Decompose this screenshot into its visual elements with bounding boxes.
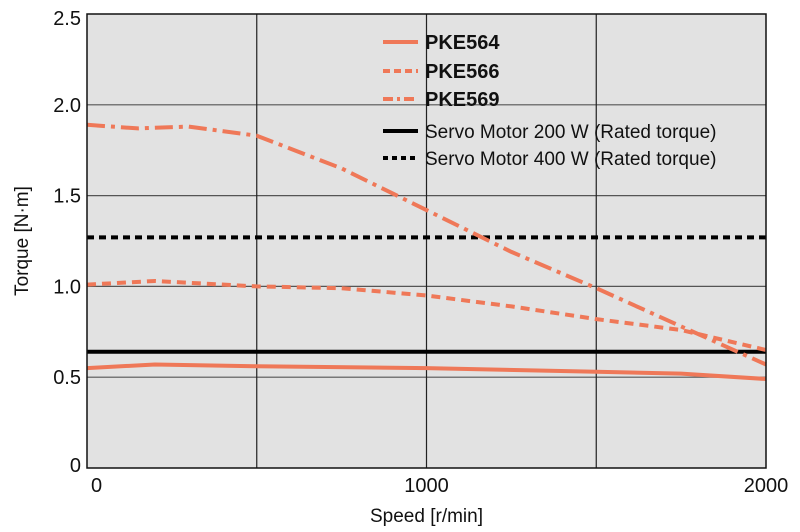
- y-tick-label: 1.0: [53, 276, 81, 298]
- y-tick-label: 2.5: [53, 8, 81, 30]
- legend-label: PKE564: [425, 32, 500, 54]
- y-tick-label: 2.0: [53, 95, 81, 117]
- x-tick-label: 2000: [744, 475, 789, 497]
- y-axis-label: Torque [N·m]: [12, 186, 33, 296]
- x-axis-label: Speed [r/min]: [370, 506, 483, 527]
- y-tick-label: 0.5: [53, 367, 81, 389]
- y-tick-labels: 0 0.5 1.0 1.5 2.0 2.5: [53, 8, 81, 477]
- y-tick-label: 1.5: [53, 186, 81, 208]
- legend-label: PKE566: [425, 61, 500, 83]
- legend-label: Servo Motor 200 W (Rated torque): [425, 122, 716, 143]
- series-lines: [86, 122, 767, 381]
- gridlines: [87, 14, 766, 468]
- series-line-pke569: [86, 122, 767, 367]
- legend-label: PKE569: [425, 89, 500, 111]
- series-line-pke564: [86, 362, 767, 381]
- legend: PKE564 PKE566 PKE569 Servo Motor 200 W (Rat…: [383, 32, 716, 170]
- legend-label: Servo Motor 400 W (Rated torque): [425, 149, 716, 170]
- y-tick-label: 0: [70, 455, 81, 477]
- plot-frame: [86, 13, 767, 469]
- x-tick-labels: 0 1000 2000: [91, 475, 788, 497]
- x-tick-label: 1000: [404, 475, 449, 497]
- x-tick-label: 0: [91, 475, 102, 497]
